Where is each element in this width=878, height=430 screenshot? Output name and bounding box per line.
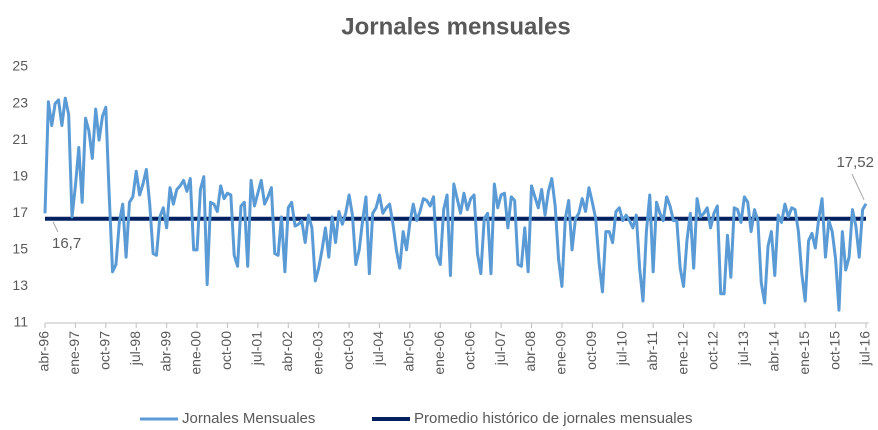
x-tick-label: jul-16 [857,331,873,366]
x-tick-label: oct-15 [826,331,842,370]
x-tick-label: jul-04 [370,331,386,366]
x-tick-label: oct-97 [97,331,113,370]
x-tick-label: jul-10 [613,331,629,366]
x-tick-label: oct-06 [461,331,477,370]
y-tick-label: 13 [12,277,28,293]
y-tick-label: 23 [12,94,28,110]
chart-title: Jornales mensuales [341,13,570,40]
x-tick-label: ene-09 [553,331,569,375]
x-tick-label: ene-03 [309,331,325,375]
x-tick-label: abr-11 [644,331,660,371]
data-line [43,96,868,312]
y-tick-label: 11 [13,314,28,330]
x-tick-label: abr-02 [279,331,295,372]
legend-label: Jornales Mensuales [182,410,315,427]
legend-label: Promedio histórico de jornales mensuales [414,410,692,427]
x-tick-label: jul-07 [492,331,508,366]
x-tick-label: jul-13 [735,331,751,366]
y-tick-label: 15 [12,241,28,257]
x-tick-label: oct-09 [583,331,599,370]
x-tick-label: abr-99 [157,331,173,372]
x-tick-label: ene-15 [796,331,812,375]
leader-line [851,173,865,200]
reference-label: 16,7 [52,235,81,252]
y-tick-label: 17 [12,204,28,220]
y-tick-label: 25 [12,58,28,74]
x-tick-label: ene-06 [431,331,447,375]
x-tick-label: oct-03 [340,331,356,370]
x-tick-label: jul-98 [127,331,143,366]
y-tick-label: 21 [12,131,28,147]
x-tick-label: abr-05 [401,331,417,372]
x-tick-label: jul-01 [249,331,265,366]
y-tick-label: 19 [12,167,28,183]
x-tick-label: abr-14 [765,331,781,372]
leader-line [52,221,59,233]
x-tick-label: oct-00 [218,331,234,370]
x-tick-label: oct-12 [705,331,721,370]
x-tick-label: abr-08 [522,331,538,372]
end-label: 17,52 [836,154,874,171]
x-tick-label: abr-96 [36,331,52,372]
x-tick-label: ene-12 [674,331,690,375]
x-tick-label: ene-00 [188,331,204,375]
x-tick-label: ene-97 [66,331,82,375]
